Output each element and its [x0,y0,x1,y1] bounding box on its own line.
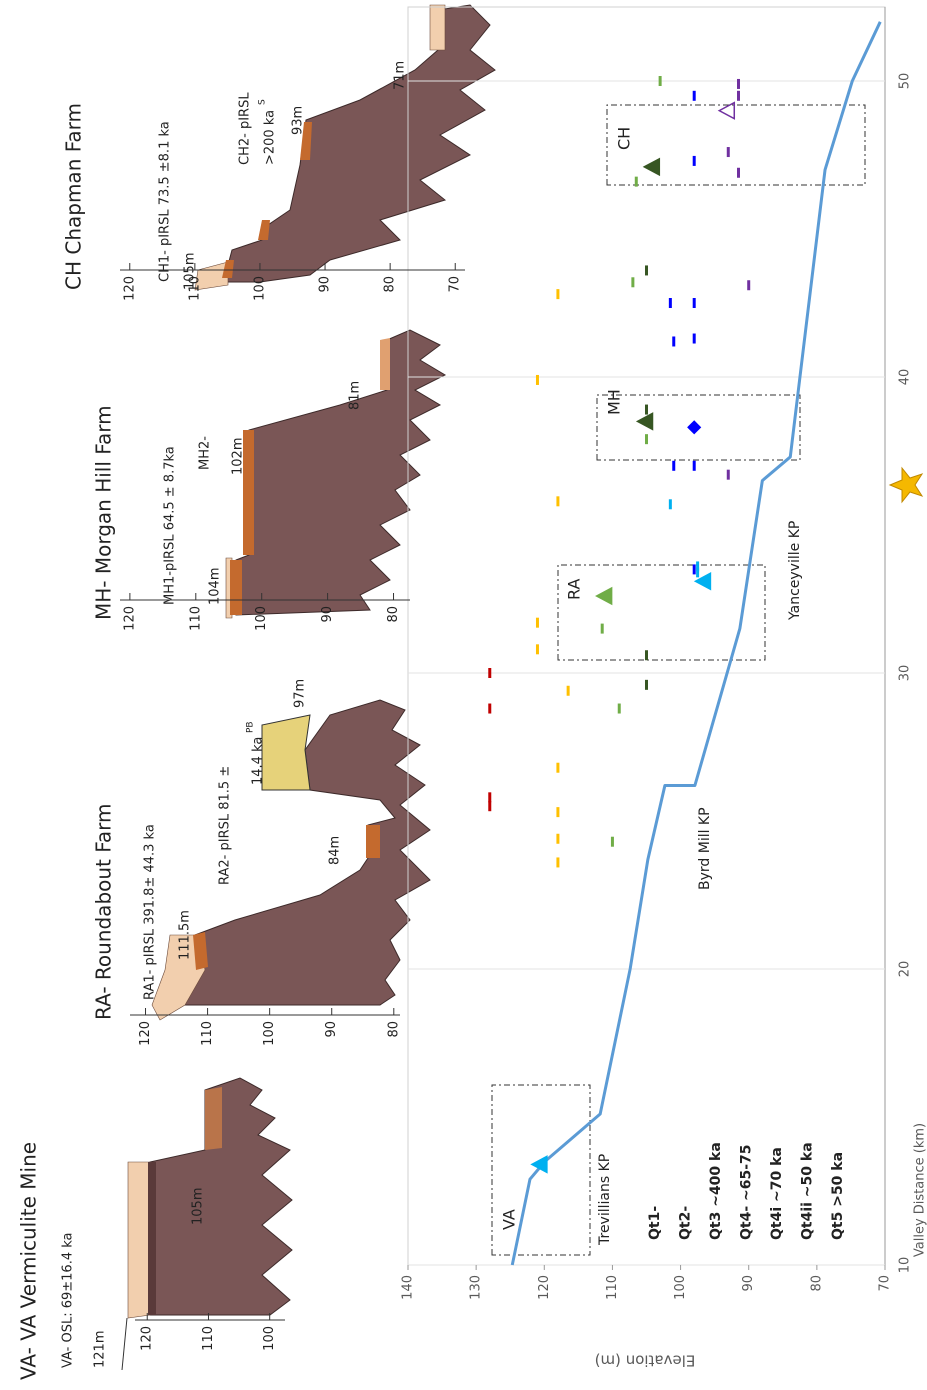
y-tick-label: 130 [469,1275,484,1300]
inset-tick-label: 100 [262,1326,277,1351]
site-label: VA [500,1209,519,1230]
profile-line [512,22,880,1265]
inset-tick-label: 90 [318,276,333,293]
site-label: MH [605,389,624,415]
x-tick-label: 40 [898,369,913,386]
inset-label: 14.4 ka [251,737,266,785]
inset-tick-label: 110 [200,1021,215,1046]
x-axis-title: Valley Distance (km) [913,1123,927,1257]
y-axis-title: Elevation (m) [595,1352,696,1370]
inset-title: MH- Morgan Hill Farm [92,405,116,620]
star [890,468,922,502]
y-tick-label: 120 [537,1275,552,1300]
legend-entry: Qt2- [678,1206,694,1240]
legend-entry: Qt4i ~70 ka [769,1147,785,1240]
legend-entry: Qt4ii ~50 ka [800,1142,816,1240]
inset-label: 93m [291,106,306,135]
page: {"insets": [ {"title": "VA- VA Vermiculi… [0,0,927,1390]
legend-entry: Qt1- [647,1206,663,1240]
inset-title: CH Chapman Farm [62,103,86,290]
inset-tick-label: 90 [324,1021,339,1038]
inset-superscript: PB [246,721,256,733]
inset-tick-label: 100 [262,1021,277,1046]
inset-title: RA- Roundabout Farm [92,803,116,1020]
legend-entry: Qt5 >50 ka [830,1152,846,1240]
va-layer [148,1162,156,1315]
site-marker [597,588,612,604]
figure: VA- VA Vermiculite Mine VA- OSL: 69±16.4 … [0,0,927,1390]
plot-frame [408,7,885,1265]
inset-label: RA2- pIRSL 81.5 ± [218,766,233,885]
inset-tick-label: 80 [386,606,401,623]
y-tick-label: 70 [878,1275,893,1292]
y-tick-label: 100 [673,1275,688,1300]
inset-tick-label: 120 [140,1326,155,1351]
inset-label: CH2- pIRSL [238,92,253,165]
site-label: RA [565,579,584,600]
inset-label: VA- OSL: 69±16.4 ka [61,1232,76,1368]
inset-label: >200 ka [263,110,278,165]
inset-tick-label: 90 [320,606,335,623]
ra2-deposit [262,715,310,790]
x-tick-label: 30 [898,665,913,682]
y-tick-label: 80 [809,1275,824,1292]
va-cap [128,1162,150,1318]
inset-label: 105m [191,1188,206,1225]
legend-entry: Qt3 ~400 ka [708,1142,724,1240]
site-marker [688,421,700,433]
ch-terrace [430,5,445,50]
inset-tick-label: 110 [188,606,203,631]
site-marker [644,159,659,175]
annotation: Byrd Mill KP [697,807,713,890]
mh-profile [236,330,445,615]
x-tick-label: 10 [898,1257,913,1274]
inset-tick-label: 80 [383,276,398,293]
inset-tick-label: 70 [448,276,463,293]
annotation: Trevillians KP [597,1154,613,1246]
x-tick-label: 50 [898,73,913,90]
mh-layer [230,560,242,615]
inset-label: MH1-pIRSL 64.5 ± 8.7ka [163,446,178,605]
y-tick-label: 110 [605,1275,620,1300]
annotation: Yanceyville KP [787,521,803,621]
inset-label: 84m [328,836,343,865]
inset-tick-label: 100 [254,606,269,631]
y-tick-label: 140 [401,1275,416,1300]
va-terrace [205,1087,222,1150]
inset-tick-label: 110 [187,276,202,301]
inset-tick-label: 120 [138,1021,153,1046]
site-box [607,105,865,185]
inset-superscript: S [258,99,268,105]
inset-tick-label: 120 [122,276,137,301]
mh-terrace [380,338,390,390]
site-label: CH [615,127,634,150]
inset-tick-label: 80 [386,1021,401,1038]
legend-entry: Qt4- ~65-75 [739,1144,755,1240]
inset-label: 71m [393,61,408,90]
inset-label: 97m [293,679,308,708]
inset-label: 81m [348,381,363,410]
inset-label: 121m [93,1331,108,1368]
ch-layer [258,220,270,240]
x-tick-label: 20 [898,961,913,978]
inset-label: CH1- pIRSL 73.5 ±8.1 ka [158,121,173,282]
inset-label: MH2- [198,436,213,470]
ra-terrace [366,825,380,858]
inset-label: 111.5m [178,910,193,960]
y-tick-label: 90 [741,1275,756,1292]
inset-label: RA1- pIRSL 391.8± 44.3 ka [143,824,158,1000]
inset-label: 102m [231,438,246,475]
inset-tick-label: 100 [252,276,267,301]
inset-title: VA- VA Vermiculite Mine [17,1142,41,1380]
ground-line [122,1318,127,1370]
inset-label: 104m [208,568,223,605]
inset-tick-label: 110 [201,1326,216,1351]
inset-tick-label: 120 [122,606,137,631]
site-marker [638,413,653,429]
rotated-figure: VA- VA Vermiculite Mine VA- OSL: 69±16.4 … [17,5,927,1380]
